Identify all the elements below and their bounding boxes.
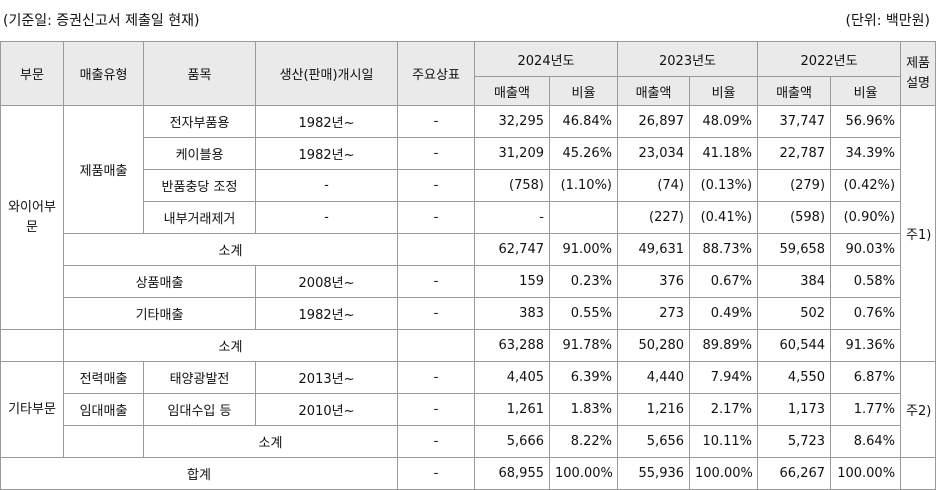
header-item: 품목 [143, 41, 256, 106]
header-2023: 2023년도 [617, 41, 759, 77]
group-power-sales: 전력매출 [63, 361, 144, 394]
header-start-date: 생산(판매)개시일 [255, 41, 398, 106]
division-wire: 와이어부문 [0, 105, 64, 330]
table-row: 내부거래제거 - - - (227) (0.41%) (598) (0.90%) [1, 201, 936, 234]
sales-table: 부문 매출유형 품목 생산(판매)개시일 주요상표 2024년도 2023년도 … [0, 41, 936, 490]
header-amount: 매출액 [617, 76, 691, 106]
header-brand: 주요상표 [397, 41, 475, 106]
header-sales-type: 매출유형 [63, 41, 144, 106]
header-amount: 매출액 [474, 76, 550, 106]
table-row: 반품충당 조정 - - (758) (1.10%) (74) (0.13%) (… [1, 169, 936, 202]
subtotal-row: 소계 63,288 91.78% 50,280 89.89% 60,544 91… [0, 329, 936, 362]
subtotal-row: 소계 - 5,666 8.22% 5,656 10.11% 5,723 8.64… [1, 425, 936, 458]
table-row: 케이블용 1982년~ - 31,209 45.26% 23,034 41.18… [1, 137, 936, 170]
subtotal-row: 소계 62,747 91.00% 49,631 88.73% 59,658 90… [1, 233, 936, 266]
table-row: 임대매출 임대수입 등 2010년~ - 1,261 1.83% 1,216 2… [1, 393, 936, 426]
table-row: 기타부문 전력매출 태양광발전 2013년~ - 4,405 6.39% 4,4… [0, 361, 936, 458]
header-division: 부문 [0, 41, 64, 106]
header-ratio: 비율 [689, 76, 759, 106]
total-row: 합계 - 68,955 100.00% 55,936 100.00% 66,26… [0, 457, 936, 490]
unit-note: (단위: 백만원) [845, 13, 931, 29]
header-ratio: 비율 [830, 76, 902, 106]
group-rent-sales: 임대매출 [63, 393, 144, 426]
note-2: 주2) [900, 361, 936, 458]
header-2022: 2022년도 [757, 41, 902, 77]
note-1: 주1) [900, 105, 936, 362]
table-row: 와이어부문 제품매출 전자부품용 1982년~ - 32,295 46.84% … [0, 105, 936, 362]
header-ratio: 비율 [548, 76, 619, 106]
table-row: 상품매출 2008년~ - 159 0.23% 376 0.67% 384 0.… [1, 265, 936, 298]
table-caption: (기준일: 증권신고서 제출일 현재) (단위: 백만원) [0, 0, 936, 40]
division-other: 기타부문 [0, 361, 64, 458]
group-product-sales: 제품매출 [63, 105, 144, 234]
base-date-note: (기준일: 증권신고서 제출일 현재) [3, 13, 200, 29]
table-row: 기타매출 1982년~ - 383 0.55% 273 0.49% 502 0.… [1, 297, 936, 330]
header-amount: 매출액 [757, 76, 832, 106]
header-product-desc: 제품설명 [900, 41, 936, 106]
header-2024: 2024년도 [473, 41, 619, 77]
